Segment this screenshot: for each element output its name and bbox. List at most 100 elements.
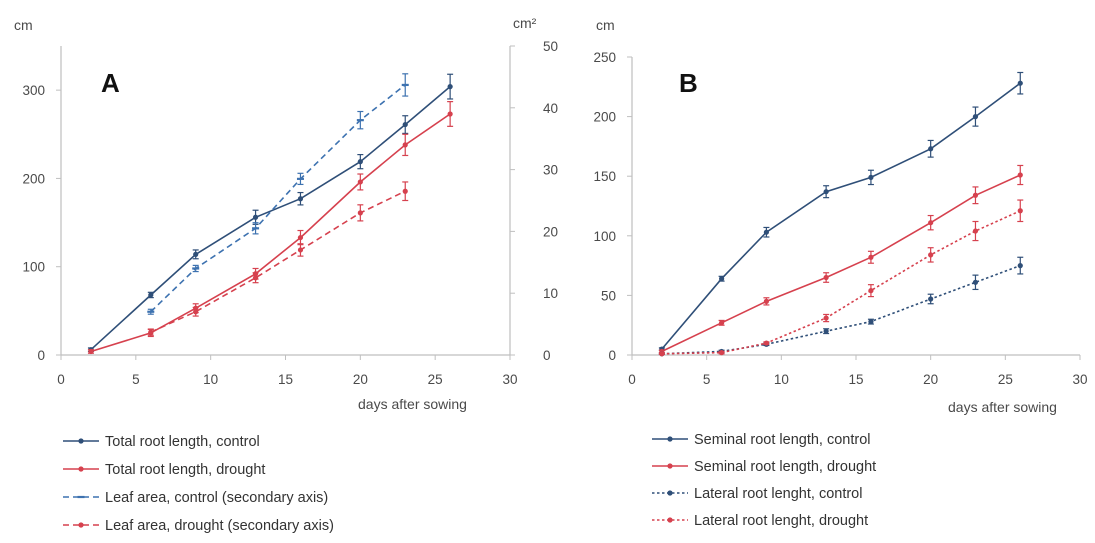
chart-b-data-point (823, 328, 829, 334)
chart-b-data-point (972, 228, 979, 234)
chart-b-data-point (719, 350, 725, 356)
chart-b-data-point (928, 296, 934, 302)
chart-b-legend-marker (667, 490, 673, 496)
chart-b-series-4-line (661, 210, 1021, 355)
chart-b-legend-item-3: Lateral root lenght, control (652, 486, 862, 502)
chart-a-data-point (148, 329, 154, 335)
chart-b-data-point (868, 288, 874, 294)
chart-a-x-tick-label: 5 (132, 372, 140, 387)
chart-b-y-tick-label: 50 (601, 288, 616, 303)
chart-b-y-tick-label: 0 (608, 348, 616, 363)
chart-b-legend-marker (667, 436, 673, 442)
chart-b-data-point (868, 174, 874, 180)
chart-b-y-unit: cm (596, 17, 615, 33)
chart-a-legend-item-2: Total root length, drought (63, 462, 265, 478)
chart-b-data-point (972, 192, 979, 198)
chart-b-data-point (928, 220, 934, 226)
chart-a-y2-tick-label: 0 (543, 348, 551, 363)
chart-a-y2-unit: cm² (513, 15, 537, 31)
chart-b-series-3-line (661, 264, 1021, 355)
chart-a-series-2-line (90, 113, 451, 353)
chart-b-data-point (868, 319, 874, 325)
chart-a-x-tick-label: 0 (57, 372, 65, 387)
chart-b-data-point (763, 340, 770, 346)
chart-a-data-point (193, 251, 199, 257)
chart-a-series-4 (147, 181, 409, 336)
chart-a-x-tick-label: 25 (428, 372, 443, 387)
chart-a-series-3 (147, 73, 409, 315)
chart-b-data-point (972, 114, 979, 120)
chart-a-data-point (357, 159, 363, 165)
chart-b-series-1-line (661, 82, 1021, 350)
chart-a-x-tick-label: 10 (203, 372, 218, 387)
chart-a-y2-tick-label: 10 (543, 286, 558, 301)
chart-b-data-point (719, 320, 725, 326)
chart-a-data-point (357, 179, 363, 185)
chart-b-x-tick-label: 10 (774, 372, 789, 387)
chart-b-data-point (928, 146, 934, 152)
chart-a-data-point (447, 111, 453, 117)
chart-a-data-point (252, 214, 259, 220)
chart-b-legend-label: Seminal root length, control (694, 432, 871, 448)
chart-a-data-point (193, 309, 199, 315)
chart-a-y-unit: cm (14, 17, 33, 33)
chart-a-y-tick-label: 0 (37, 348, 45, 363)
chart-b-data-point (719, 276, 725, 282)
chart-a-y2-tick-label: 30 (543, 163, 558, 178)
chart-a-legend-marker (78, 438, 84, 444)
chart-a-data-point (88, 348, 94, 355)
chart-a: cm cm² A days after sowing 0 5 10 15 20 25 300… (14, 15, 558, 534)
chart-a-y-tick-label: 300 (22, 83, 45, 98)
chart-b-x-tick-label: 25 (998, 372, 1013, 387)
chart-b-x-tick-label: 5 (703, 372, 711, 387)
chart-a-data-point (297, 196, 304, 202)
chart-b-legend-item-1: Seminal root length, control (652, 432, 871, 448)
chart-b-y-tick-label: 200 (593, 110, 616, 125)
chart-a-y2-tick-label: 40 (543, 101, 558, 116)
chart-b-legend-marker (667, 463, 673, 469)
chart-b-x-tick-label: 15 (848, 372, 863, 387)
chart-b-y-tick-label: 100 (593, 229, 616, 244)
chart-a-legend-item-3: Leaf area, control (secondary axis) (63, 490, 328, 506)
chart-a-legend-label: Leaf area, drought (secondary axis) (105, 518, 334, 534)
chart-b-data-point (763, 298, 770, 304)
chart-a-data-point (297, 247, 304, 253)
chart-b-x-tick-label: 30 (1072, 372, 1087, 387)
chart-a-legend-label: Leaf area, control (secondary axis) (105, 490, 328, 506)
chart-b-data-point (1017, 263, 1023, 269)
chart-b-data-point (1017, 172, 1023, 178)
chart-b-data-point (972, 279, 979, 285)
chart-b-legend-label: Lateral root lenght, drought (694, 513, 868, 529)
chart-b-series-2-line (661, 174, 1021, 353)
chart-b-legend-item-4: Lateral root lenght, drought (652, 513, 868, 529)
chart-b-x-tick-label: 20 (923, 372, 938, 387)
chart-a-data-point (357, 210, 363, 216)
chart-a-legend-label: Total root length, drought (105, 462, 265, 478)
chart-a-legend-item-4: Leaf area, drought (secondary axis) (63, 518, 334, 534)
chart-a-panel-label: A (101, 68, 120, 98)
chart-a-legend-marker (78, 466, 84, 472)
chart-a-y-tick-label: 200 (22, 171, 45, 186)
chart-b-data-point (1017, 80, 1023, 86)
chart-b-data-point (823, 274, 829, 281)
chart-a-x-tick-label: 20 (353, 372, 368, 387)
chart-a-series-4-line (150, 190, 406, 333)
chart-a-series-2 (87, 101, 454, 355)
chart-b-x-axis-label: days after sowing (948, 399, 1057, 415)
chart-b-data-point (823, 315, 829, 321)
chart-b-legend-label: Lateral root lenght, control (694, 486, 862, 502)
chart-b-data-point (868, 254, 874, 260)
chart-b-series-3 (658, 256, 1024, 357)
chart-b-legend-marker (667, 517, 673, 523)
chart-b-legend-label: Seminal root length, drought (694, 459, 876, 475)
chart-b-y-tick-label: 150 (593, 169, 616, 184)
chart-b-series-2 (658, 164, 1024, 355)
chart-b-series-4 (658, 199, 1024, 357)
chart-a-legend-label: Total root length, control (105, 434, 260, 450)
chart-a-series-1 (87, 73, 454, 353)
chart-a-data-point (402, 188, 408, 194)
chart-a-x-tick-label: 15 (278, 372, 293, 387)
chart-a-x-tick-label: 30 (502, 372, 517, 387)
chart-a-data-point (447, 84, 453, 90)
chart-a-y2-tick-label: 20 (543, 224, 558, 239)
